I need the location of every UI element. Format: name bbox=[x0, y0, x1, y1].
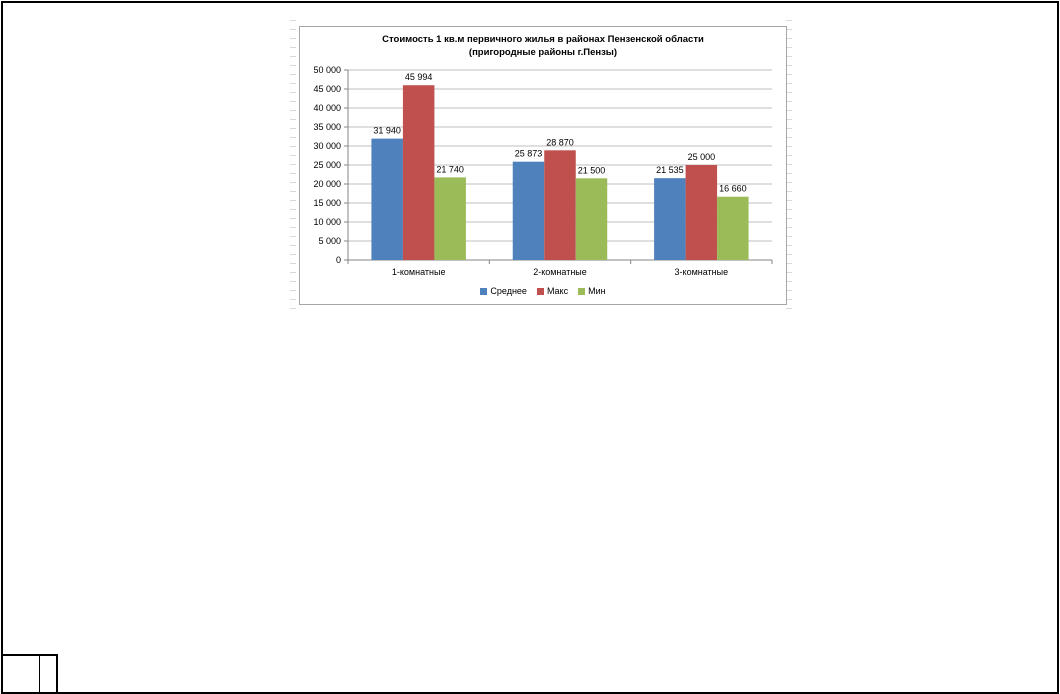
bar-2-2 bbox=[717, 196, 749, 260]
sheet-gridlines-left bbox=[290, 20, 296, 310]
bar-0-1 bbox=[512, 161, 545, 260]
chart-container[interactable]: Стоимость 1 кв.м первичного жилья в райо… bbox=[299, 26, 787, 305]
data-label-1-0: 45 994 bbox=[405, 72, 433, 82]
legend-item-series-0: Среднее bbox=[480, 286, 527, 296]
y-tick-label-1: 5 000 bbox=[318, 236, 341, 246]
y-tick-label-5: 25 000 bbox=[313, 160, 341, 170]
corner-stamp-box bbox=[1, 654, 58, 692]
chart-legend: Среднее Макс Мин bbox=[300, 286, 786, 296]
y-tick-label-10: 50 000 bbox=[313, 65, 341, 75]
chart-title-line1: Стоимость 1 кв.м первичного жилья в райо… bbox=[382, 34, 704, 45]
legend-label-series-0: Среднее bbox=[490, 286, 527, 296]
data-label-2-0: 21 740 bbox=[436, 164, 464, 174]
bar-0-2 bbox=[654, 178, 686, 260]
sheet-gridlines-right bbox=[786, 20, 792, 310]
legend-swatch-series-0 bbox=[480, 287, 488, 295]
bar-1-2 bbox=[685, 165, 718, 260]
data-label-0-0: 31 940 bbox=[373, 126, 401, 136]
bar-2-1 bbox=[575, 178, 608, 260]
bar-0-0 bbox=[371, 138, 403, 260]
legend-item-series-1: Макс bbox=[536, 286, 569, 296]
legend-swatch-series-2 bbox=[578, 287, 586, 295]
y-tick-label-7: 35 000 bbox=[313, 122, 341, 132]
data-label-0-1: 25 873 bbox=[515, 149, 543, 159]
bar-1-0 bbox=[402, 85, 435, 260]
y-tick-label-4: 20 000 bbox=[313, 179, 341, 189]
legend-swatch-series-1 bbox=[536, 287, 544, 295]
bar-2-0 bbox=[434, 177, 466, 260]
corner-stamp-divider bbox=[39, 656, 40, 692]
data-label-2-1: 21 500 bbox=[578, 165, 606, 175]
data-label-0-2: 21 535 bbox=[656, 165, 684, 175]
x-tick-label-1: 2-комнатные bbox=[533, 267, 587, 277]
data-label-1-1: 28 870 bbox=[546, 137, 574, 147]
y-tick-label-6: 30 000 bbox=[313, 141, 341, 151]
x-tick-label-0: 1-комнатные bbox=[392, 267, 446, 277]
y-tick-label-9: 45 000 bbox=[313, 84, 341, 94]
chart-plot: 0 5 000 10 000 15 000 20 000 25 000 30 000 35 0… bbox=[313, 65, 773, 277]
chart-title: Стоимость 1 кв.м первичного жилья в райо… bbox=[300, 33, 786, 59]
bar-1-1 bbox=[544, 150, 576, 260]
y-tick-label-0: 0 bbox=[336, 255, 341, 265]
legend-label-series-1: Макс bbox=[546, 286, 569, 296]
y-tick-label-8: 40 000 bbox=[313, 103, 341, 113]
legend-label-series-2: Мин bbox=[588, 286, 606, 296]
data-label-2-2: 16 660 bbox=[719, 184, 747, 194]
y-tick-label-2: 10 000 bbox=[313, 217, 341, 227]
y-tick-label-3: 15 000 bbox=[313, 198, 341, 208]
chart-title-line2: (пригородные районы г.Пензы) bbox=[468, 47, 618, 58]
data-label-1-2: 25 000 bbox=[688, 152, 716, 162]
legend-item-series-2: Мин bbox=[578, 286, 606, 296]
x-tick-label-2: 3-комнатные bbox=[675, 267, 729, 277]
